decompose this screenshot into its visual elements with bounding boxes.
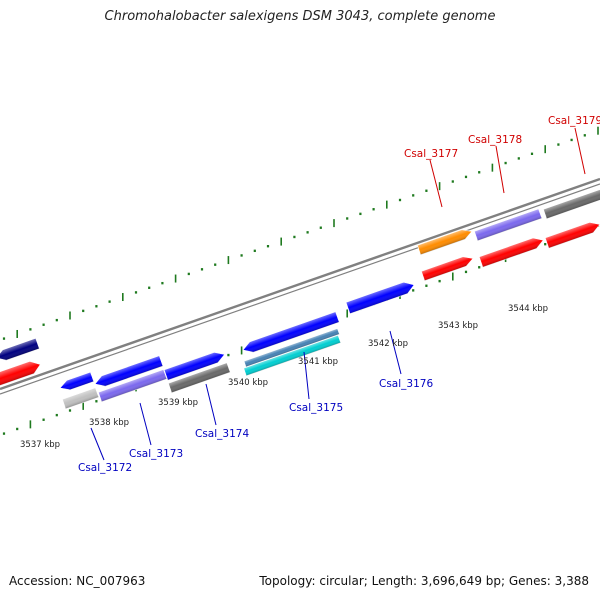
- feature-track: [0, 189, 600, 410]
- label-leaders: [90, 127, 586, 461]
- feature-red-c[interactable]: [544, 219, 600, 249]
- gene-label[interactable]: Csal_3174: [195, 428, 249, 440]
- kbp-labels: 3537 kbp 3538 kbp 3539 kbp 3540 kbp 3541 kbp…: [20, 304, 548, 450]
- feature-navy[interactable]: [0, 337, 40, 363]
- gene-labels: Csal_3172 Csal_3173 Csal_3174 Csal_3175 Csal…: [78, 115, 600, 474]
- gene-label[interactable]: Csal_3173: [129, 448, 183, 460]
- kbp-label: 3539 kbp: [158, 398, 198, 408]
- feature-red-a[interactable]: [420, 254, 474, 282]
- feature-red-left[interactable]: [0, 358, 43, 387]
- feature-blue-right[interactable]: [345, 279, 416, 315]
- gene-label[interactable]: Csal_3179: [548, 115, 600, 127]
- gene-label[interactable]: Csal_3176: [379, 378, 433, 390]
- feature-blue-b[interactable]: [163, 349, 226, 381]
- leader-line: [303, 351, 310, 400]
- gene-label[interactable]: Csal_3175: [289, 402, 343, 414]
- feature-orange[interactable]: [416, 227, 473, 256]
- kbp-label: 3538 kbp: [89, 418, 129, 428]
- genome-backbone: [0, 177, 600, 395]
- feature-red-b[interactable]: [478, 235, 545, 268]
- leader-line: [574, 127, 586, 175]
- leader-line: [495, 145, 505, 194]
- leader-line: [139, 402, 152, 446]
- accession-text: Accession: NC_007963: [9, 574, 146, 588]
- gene-label[interactable]: Csal_3172: [78, 462, 132, 474]
- leader-line: [429, 159, 443, 208]
- map-title: Chromohalobacter salexigens DSM 3043, co…: [104, 9, 496, 24]
- feature-purple-top[interactable]: [473, 208, 543, 242]
- outer-tick-track: [2, 126, 599, 340]
- leader-line: [90, 427, 105, 461]
- backbone-line: [0, 177, 600, 391]
- feature-steelblue[interactable]: [243, 328, 340, 368]
- leader-line: [389, 330, 402, 375]
- kbp-label: 3542 kbp: [368, 339, 408, 349]
- kbp-label: 3541 kbp: [298, 357, 338, 367]
- feature-lightgray[interactable]: [61, 387, 100, 410]
- feature-darkgray[interactable]: [167, 362, 231, 394]
- kbp-label: 3544 kbp: [508, 304, 548, 314]
- feature-darkgray-top[interactable]: [542, 189, 600, 220]
- feature-blue-a[interactable]: [93, 355, 164, 390]
- gene-label[interactable]: Csal_3178: [468, 134, 522, 146]
- feature-purple[interactable]: [97, 369, 168, 403]
- gene-label[interactable]: Csal_3177: [404, 148, 458, 160]
- leader-line: [205, 383, 217, 426]
- topology-text: Topology: circular; Length: 3,696,649 bp…: [259, 574, 589, 588]
- backbone-line: [0, 183, 600, 395]
- kbp-label: 3543 kbp: [438, 321, 478, 331]
- kbp-label: 3540 kbp: [228, 378, 268, 388]
- feature-blue-small[interactable]: [58, 371, 95, 393]
- feature-blue-long[interactable]: [241, 311, 340, 355]
- feature-cyan[interactable]: [243, 334, 342, 377]
- kbp-label: 3537 kbp: [20, 440, 60, 450]
